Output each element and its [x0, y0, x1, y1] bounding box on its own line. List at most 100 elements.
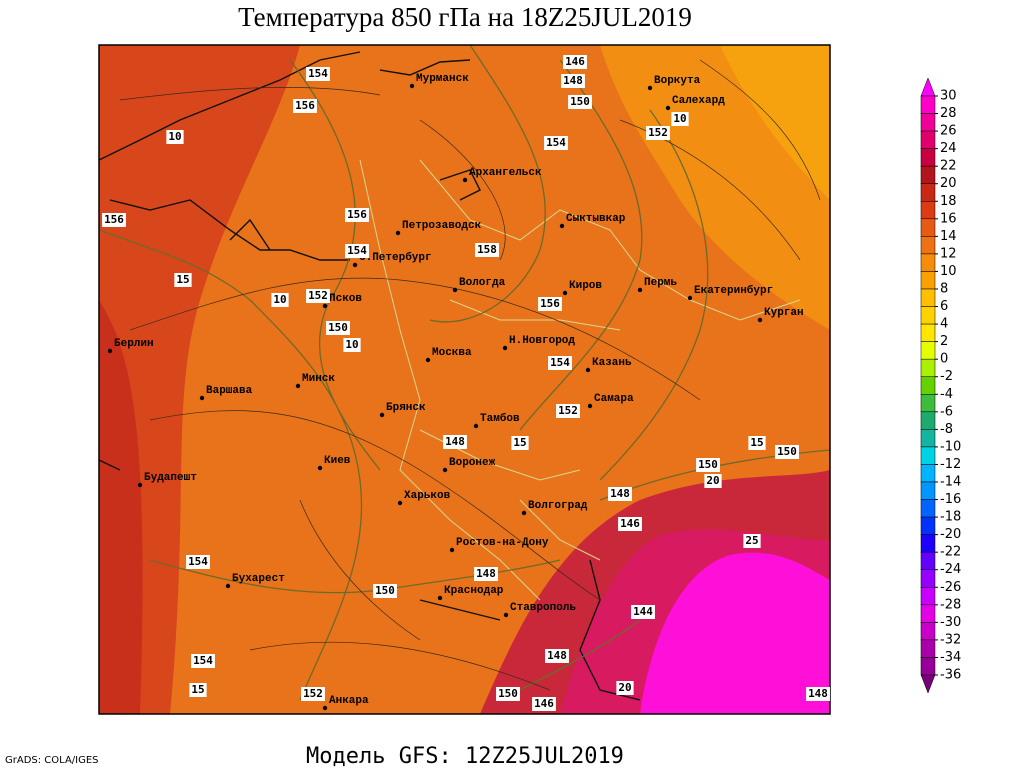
- city-label: Н.Новгород: [509, 335, 575, 347]
- contour-label: 154: [550, 356, 570, 369]
- contour-label-box: [191, 654, 215, 668]
- city-dot: [425, 357, 431, 363]
- colorbar-band: [920, 481, 936, 500]
- colorbar-label: -18: [940, 510, 961, 525]
- contour-label: 146: [565, 55, 585, 68]
- colorbar-band: [920, 587, 936, 606]
- colorbar-band: [920, 604, 936, 623]
- colorbar-label: 20: [940, 176, 957, 191]
- city-dot: [587, 403, 593, 409]
- contour-label-box: [174, 273, 192, 287]
- contour-label-box: [568, 95, 592, 109]
- colorbar-band: [920, 657, 936, 676]
- contour-label: 10: [273, 293, 286, 306]
- contour-label-box: [373, 584, 397, 598]
- city-dot: [442, 467, 448, 473]
- city-label: Сыктывкар: [566, 213, 626, 225]
- contour-label-box: [271, 293, 289, 307]
- hot-region: [99, 300, 143, 714]
- city-label: Петрозаводск: [402, 220, 482, 232]
- city-label: Харьков: [404, 490, 451, 502]
- contour-label-box: [561, 74, 585, 88]
- colorbar-band: [920, 95, 936, 114]
- contour-label: 158: [477, 243, 497, 256]
- contour-label-box: [545, 649, 569, 663]
- contour-label-box: [616, 681, 634, 695]
- colorbar-label: 22: [940, 159, 957, 174]
- city-label: Пермь: [644, 277, 677, 289]
- colorbar-label: 18: [940, 194, 957, 209]
- city-dot: [199, 395, 205, 401]
- city-label: Тамбов: [480, 412, 520, 425]
- colorbar-label: -10: [940, 439, 961, 454]
- colorbar-label: -22: [940, 545, 961, 560]
- contour-label: 25: [745, 534, 758, 547]
- contour-label: 20: [618, 681, 631, 694]
- contour-label-box: [102, 213, 126, 227]
- colorbar-band: [920, 306, 936, 325]
- city-label: Анкара: [329, 695, 369, 707]
- colorbar: 302826242220181614121086420-2-4-6-8-10-1…: [920, 77, 961, 694]
- contour-label-box: [166, 130, 184, 144]
- contour-label: 150: [328, 321, 348, 334]
- colorbar-band: [920, 411, 936, 430]
- city-label: Краснодар: [444, 585, 504, 597]
- city-dot: [503, 612, 509, 618]
- colorbar-band: [920, 148, 936, 167]
- contour-label: 15: [176, 273, 189, 286]
- colorbar-band: [920, 201, 936, 220]
- coastline: [99, 51, 641, 701]
- contour-label-box: [532, 697, 556, 711]
- contour-label-box: [186, 555, 210, 569]
- contour-label-box: [556, 404, 580, 418]
- city-dot: [107, 348, 113, 354]
- model-caption: Модель GFS: 12Z25JUL2019: [306, 744, 624, 768]
- contour-label-box: [345, 208, 369, 222]
- colorbar-band: [920, 130, 936, 149]
- colorbar-band: [920, 165, 936, 184]
- contour-label: 10: [345, 338, 358, 351]
- colorbar-label: 14: [940, 229, 957, 244]
- city-label: Бухарест: [232, 573, 285, 585]
- colorbar-band: [920, 271, 936, 290]
- colorbar-label: -16: [940, 492, 961, 507]
- city-label: Курган: [764, 307, 804, 319]
- colorbar-band: [920, 323, 936, 342]
- city-label: Киров: [569, 280, 602, 292]
- colorbar-band: [920, 113, 936, 132]
- city-dot: [295, 383, 301, 389]
- contour-label-box: [704, 474, 722, 488]
- contour-label: 156: [540, 297, 560, 310]
- city-label: Салехард: [672, 95, 725, 107]
- colorbar-band: [920, 534, 936, 553]
- city-dot: [322, 303, 328, 309]
- colorbar-label: -30: [940, 615, 961, 630]
- colorbar-band: [920, 499, 936, 518]
- credit: GrADS: COLA/IGES: [5, 755, 99, 766]
- city-dot: [462, 177, 468, 183]
- contour-label: 152: [558, 404, 578, 417]
- contour-label: 146: [620, 517, 640, 530]
- contour-label-box: [618, 517, 642, 531]
- contour-label: 156: [104, 213, 124, 226]
- contour-label-box: [343, 338, 361, 352]
- city-label: Воркута: [654, 75, 701, 87]
- contour-label-box: [646, 126, 670, 140]
- contour-label: 148: [476, 567, 496, 580]
- colorbar-label: 28: [940, 106, 957, 121]
- contour-label-box: [511, 436, 529, 450]
- contour-label: 154: [546, 136, 566, 149]
- contour-label: 146: [534, 697, 554, 710]
- city-label: Воронеж: [449, 457, 496, 469]
- city-label: Берлин: [114, 338, 154, 350]
- contour-label: 15: [191, 683, 204, 696]
- contour-label-box: [671, 112, 689, 126]
- colorbar-label: 2: [940, 334, 948, 349]
- colorbar-label: 16: [940, 211, 957, 226]
- city-dot: [562, 290, 568, 296]
- contour-label: 15: [513, 436, 526, 449]
- city-label: Ростов-на-Дону: [456, 537, 549, 549]
- city-dot: [502, 345, 508, 351]
- city-dot: [379, 412, 385, 418]
